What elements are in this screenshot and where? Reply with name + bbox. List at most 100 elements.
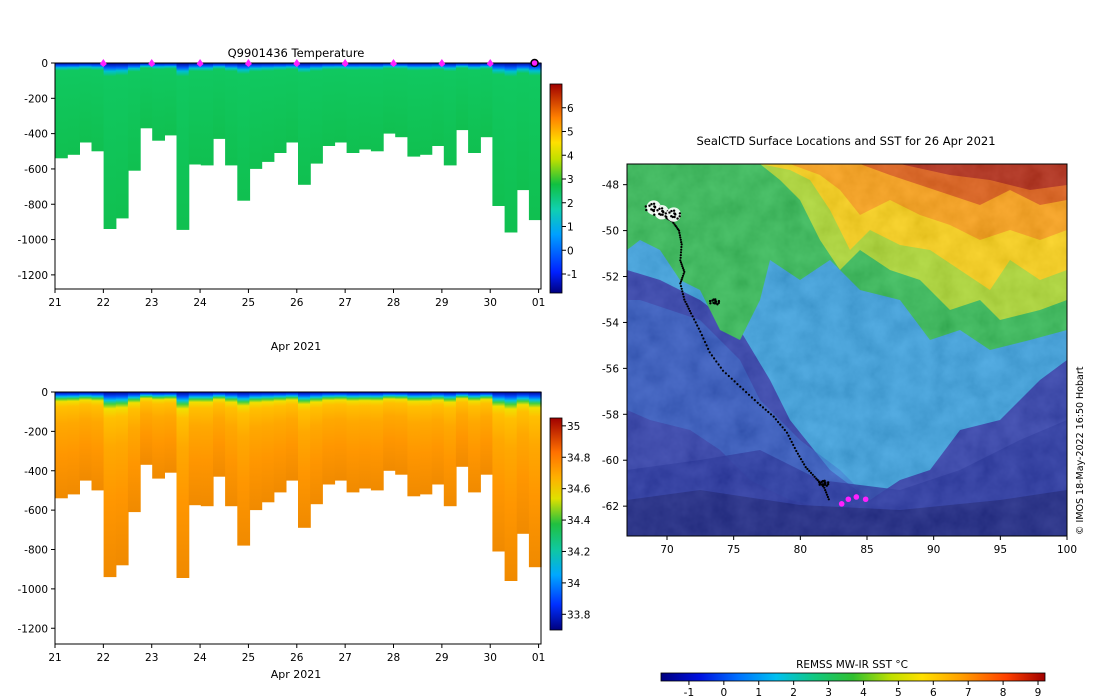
track-point bbox=[679, 280, 683, 283]
lon-tick-label: 80 bbox=[794, 544, 807, 556]
map-latitude-axis: -48 -50 -52 -54 -56 -58 -60 -62 bbox=[602, 180, 627, 513]
profile-column bbox=[455, 392, 469, 467]
profile-column bbox=[322, 392, 336, 485]
sst-colorbar-tick-label: 8 bbox=[1000, 687, 1007, 699]
track-point bbox=[697, 327, 700, 330]
track-point bbox=[792, 443, 795, 446]
sst-colorbar-tick-label: 1 bbox=[755, 687, 762, 699]
profile-column bbox=[225, 63, 238, 166]
track-point bbox=[823, 486, 826, 489]
profile-column bbox=[140, 392, 153, 465]
colorbar-tick-label: 34 bbox=[567, 578, 581, 590]
track-point bbox=[804, 466, 807, 469]
cluster-point bbox=[818, 483, 821, 486]
colorbar-tick-label: 6 bbox=[567, 103, 574, 115]
cluster-point bbox=[670, 209, 673, 213]
sst-colorbar-ticks: -1 0 1 2 3 4 5 6 7 8 9 bbox=[684, 681, 1042, 699]
track-point bbox=[753, 399, 756, 402]
profile-column bbox=[370, 392, 384, 491]
surface-marker bbox=[293, 59, 301, 67]
track-point bbox=[681, 293, 685, 296]
lat-tick-label: -58 bbox=[602, 409, 619, 421]
profile-column bbox=[103, 392, 117, 578]
profile-column bbox=[492, 63, 506, 206]
profile-column bbox=[395, 392, 408, 475]
profile-column bbox=[67, 63, 80, 155]
sst-map-panel: SealCTD Surface Locations and SST for 26… bbox=[602, 134, 1086, 699]
profile-column bbox=[431, 63, 445, 146]
track-point bbox=[710, 354, 714, 357]
profile-column bbox=[298, 63, 311, 185]
track-point bbox=[724, 372, 728, 375]
cluster-point bbox=[714, 299, 717, 303]
x-tick-label: 01 bbox=[532, 652, 545, 664]
cluster-point bbox=[650, 203, 653, 206]
track-point bbox=[750, 396, 754, 399]
x-tick-label: 01 bbox=[532, 297, 545, 309]
surface-marker bbox=[99, 59, 107, 67]
x-tick-label: 21 bbox=[48, 652, 61, 664]
profile-column bbox=[237, 392, 251, 546]
track-point bbox=[684, 300, 687, 303]
temperature-profiles bbox=[55, 63, 542, 233]
cluster-point bbox=[678, 212, 682, 215]
y-tick-label: -1200 bbox=[17, 270, 48, 282]
profile-column bbox=[346, 392, 360, 493]
profile-column bbox=[395, 63, 408, 138]
cluster-point bbox=[661, 213, 664, 216]
surface-marker bbox=[196, 59, 204, 67]
track-point bbox=[672, 221, 675, 224]
cluster-halo bbox=[666, 207, 681, 222]
track-point bbox=[678, 231, 681, 234]
salinity-plot-frame bbox=[54, 391, 542, 645]
lon-tick-label: 85 bbox=[860, 544, 873, 556]
sst-colorbar-tick-label: 9 bbox=[1035, 687, 1042, 699]
y-tick-label: -600 bbox=[24, 164, 48, 176]
track-point bbox=[785, 431, 789, 434]
track-point bbox=[721, 369, 725, 372]
track-point bbox=[799, 458, 803, 461]
profile-column bbox=[492, 392, 506, 552]
cluster-point bbox=[673, 212, 676, 215]
lat-tick-label: -62 bbox=[602, 501, 619, 513]
lat-tick-label: -48 bbox=[602, 180, 619, 192]
track-point bbox=[680, 278, 683, 281]
track-point bbox=[803, 463, 806, 466]
recent-position bbox=[845, 496, 852, 503]
colorbar-tick-label: 34.6 bbox=[567, 484, 591, 496]
cluster-point bbox=[672, 209, 676, 212]
y-tick-label: -1000 bbox=[17, 235, 48, 247]
track-point bbox=[700, 334, 704, 337]
lon-tick-label: 100 bbox=[1057, 544, 1077, 556]
track-point bbox=[717, 363, 720, 366]
track-point bbox=[696, 324, 699, 327]
profile-column bbox=[249, 63, 263, 169]
temperature-colorbar bbox=[549, 83, 563, 294]
sst-colorbar-tick-label: 3 bbox=[825, 687, 832, 699]
track-point bbox=[769, 413, 773, 416]
y-tick-label: -1200 bbox=[17, 623, 48, 635]
track-point bbox=[774, 418, 778, 421]
profile-column bbox=[310, 392, 323, 505]
profile-column bbox=[334, 63, 348, 143]
track-point bbox=[779, 423, 782, 426]
profile-column bbox=[346, 63, 360, 153]
cluster-point bbox=[820, 480, 823, 484]
profile-column bbox=[188, 392, 202, 506]
colorbar-tick-label: 1 bbox=[567, 222, 574, 234]
cluster-point bbox=[717, 299, 721, 303]
temperature-y-axis: 0 -200 -400 -600 -800 -1000 -1200 bbox=[17, 58, 55, 282]
profile-column bbox=[455, 63, 469, 131]
track-point bbox=[702, 337, 705, 340]
profile-column bbox=[164, 392, 178, 473]
track-point bbox=[759, 404, 762, 407]
map-credit: © IMOS 18-May-2022 16:50 Hobart bbox=[1075, 366, 1086, 535]
track-point bbox=[680, 241, 683, 244]
lat-tick-label: -60 bbox=[602, 455, 619, 467]
y-tick-label: -200 bbox=[24, 426, 48, 438]
track-point bbox=[680, 248, 683, 251]
lat-tick-label: -52 bbox=[602, 272, 619, 284]
track-point bbox=[827, 498, 830, 501]
sst-colorbar-tick-label: 4 bbox=[860, 687, 867, 699]
profile-column bbox=[358, 63, 372, 150]
